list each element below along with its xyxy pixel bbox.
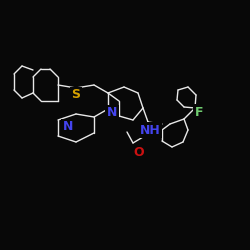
Text: S: S <box>72 88 80 102</box>
Text: N: N <box>107 106 117 120</box>
Text: O: O <box>134 146 144 158</box>
Text: NH: NH <box>140 124 160 136</box>
Text: N: N <box>148 124 158 136</box>
Text: F: F <box>195 106 203 118</box>
Text: N: N <box>63 120 73 134</box>
